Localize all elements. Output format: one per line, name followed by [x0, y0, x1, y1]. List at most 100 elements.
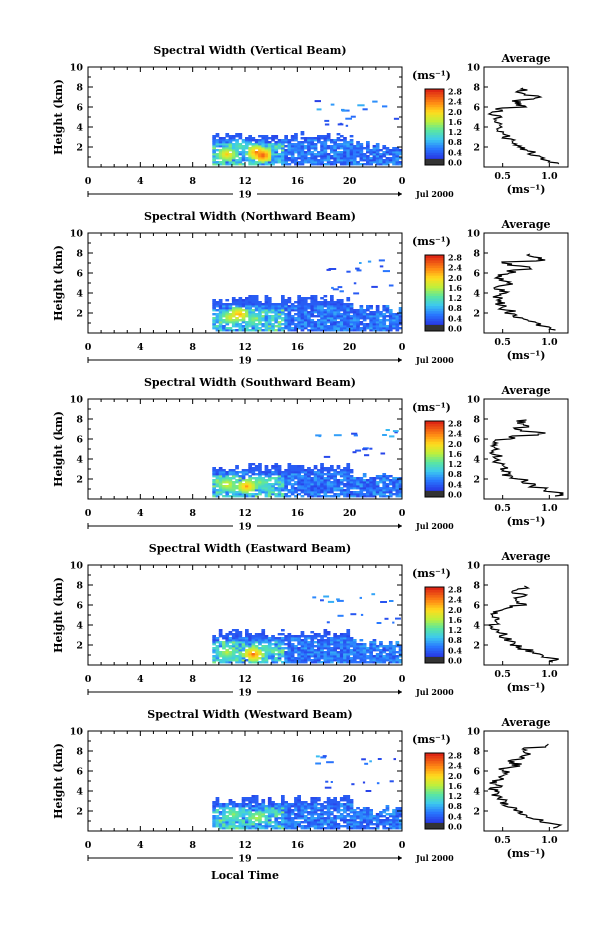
heatmap-cell	[303, 483, 308, 486]
colorbar-segment	[425, 461, 444, 465]
heatmap-cell	[258, 639, 262, 642]
heatmap-cell	[326, 137, 331, 140]
heatmap-cell	[271, 803, 275, 806]
upper-echo-cell	[314, 100, 321, 103]
heatmap-cell	[215, 325, 220, 328]
heatmap-cell	[320, 643, 324, 646]
heatmap-cell	[398, 495, 403, 498]
heatmap-cell	[366, 811, 370, 814]
heatmap-cell	[248, 797, 252, 800]
heatmap-cell	[300, 471, 305, 474]
heatmap-cell	[231, 653, 236, 656]
heatmap-cell	[228, 803, 233, 806]
heatmap-cell	[359, 821, 364, 824]
heatmap-cell	[300, 487, 305, 490]
heatmap-cell	[392, 659, 396, 662]
heatmap-cell	[339, 653, 344, 656]
heatmap-cell	[303, 481, 308, 484]
heatmap-cell	[320, 823, 324, 826]
heatmap-cell	[264, 319, 269, 322]
heatmap-cell	[317, 803, 321, 806]
x-tick-label: 0	[85, 176, 92, 187]
heatmap-cell	[346, 465, 351, 468]
heatmap-cell	[225, 135, 230, 138]
heatmap-cell	[359, 655, 364, 658]
heatmap-cell	[300, 133, 305, 136]
heatmap-cell	[317, 661, 321, 664]
heatmap-cell	[248, 803, 252, 806]
heatmap-cell	[248, 325, 252, 328]
heatmap-cell	[372, 323, 377, 326]
heatmap-cell	[228, 473, 233, 476]
heatmap-cell	[300, 325, 305, 328]
heatmap-cell	[294, 809, 298, 812]
heatmap-cell	[231, 307, 236, 310]
heatmap-cell	[303, 155, 308, 158]
heatmap-cell	[320, 821, 324, 824]
heatmap-cell	[330, 297, 334, 300]
heatmap-cell	[294, 483, 298, 486]
heatmap-cell	[362, 481, 367, 484]
heatmap-cell	[277, 157, 282, 160]
upper-echo-cell	[320, 599, 324, 602]
heatmap-cell	[238, 821, 243, 824]
heatmap-cell	[287, 325, 292, 328]
heatmap-cell	[339, 797, 344, 800]
heatmap-cell	[310, 813, 315, 816]
heatmap-cell	[326, 467, 331, 470]
heatmap-cell	[290, 657, 295, 660]
heatmap-cell	[238, 485, 243, 488]
heatmap-cell	[258, 813, 262, 816]
heatmap-cell	[212, 479, 216, 482]
heatmap-cell	[323, 659, 328, 662]
heatmap-cell	[310, 493, 315, 496]
heatmap-cell	[228, 159, 233, 162]
heatmap-cell	[297, 799, 301, 802]
heatmap-cell	[258, 819, 262, 822]
heatmap-cell	[245, 143, 249, 146]
heatmap-cell	[362, 493, 367, 496]
colorbar-segment	[425, 154, 444, 158]
heatmap-cell	[251, 299, 256, 302]
heatmap-cell	[277, 809, 282, 812]
upper-echo-cell	[356, 269, 362, 272]
heatmap-cell	[310, 659, 315, 662]
heatmap-cell	[313, 295, 318, 298]
heatmap-cell	[281, 489, 285, 492]
heatmap-cell	[245, 495, 249, 498]
heatmap-cell	[245, 139, 249, 142]
heatmap-cell	[281, 485, 285, 488]
heatmap-cell	[352, 321, 357, 324]
heatmap-cell	[398, 307, 403, 310]
heatmap-cell	[330, 483, 334, 486]
day-label: 19	[238, 190, 252, 201]
heatmap-cell	[307, 323, 311, 326]
heatmap-cell	[267, 825, 272, 828]
heatmap-cell	[274, 815, 279, 818]
heatmap-cell	[356, 151, 360, 154]
heatmap-cell	[231, 297, 236, 300]
heatmap-cell	[264, 811, 269, 814]
heatmap-cell	[352, 827, 357, 830]
heatmap-cell	[372, 317, 377, 320]
heatmap-cell	[241, 317, 246, 320]
heatmap-cell	[238, 477, 243, 480]
heatmap-cell	[336, 635, 341, 638]
colorbar-segment	[425, 91, 444, 95]
heatmap-cell	[372, 641, 377, 644]
heatmap-cell	[294, 647, 298, 650]
heatmap-cell	[284, 481, 288, 484]
heatmap-cell	[294, 639, 298, 642]
heatmap-cell	[326, 819, 331, 822]
heatmap-cell	[330, 821, 334, 824]
heatmap-cell	[261, 155, 266, 158]
heatmap-cell	[251, 483, 256, 486]
heatmap-cell	[297, 153, 301, 156]
heatmap-cell	[264, 135, 269, 138]
heatmap-cell	[320, 465, 324, 468]
heatmap-cell	[222, 485, 226, 488]
heatmap-cell	[333, 649, 337, 652]
heatmap-cell	[238, 471, 243, 474]
heatmap-cell	[343, 307, 347, 310]
heatmap-cell	[395, 651, 400, 654]
